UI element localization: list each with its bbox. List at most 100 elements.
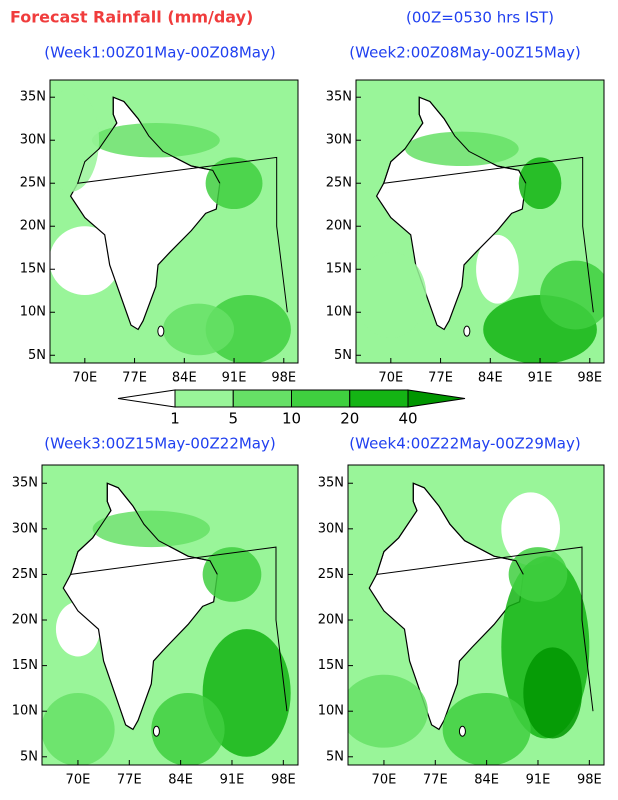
border [76, 96, 288, 313]
lat-tick-label: 25N [318, 567, 344, 582]
lon-tick-label: 84E [474, 773, 499, 788]
panel-title: (Week2:00Z08May-00Z15May) [349, 44, 580, 62]
colorbar-label: 10 [282, 410, 301, 428]
map-panel: (Week1:00Z01May-00Z08May) 70E 77E 84E 91E 98E… [20, 44, 299, 386]
lon-tick-label: 70E [378, 371, 403, 386]
panel-title: (Week3:00Z15May-00Z22May) [44, 435, 275, 453]
colorbar-box [232, 389, 292, 408]
lon-tick-label: 77E [117, 773, 142, 788]
lon-tick-label: 77E [122, 371, 147, 386]
colorbar-min [117, 389, 176, 408]
lat-tick-label: 20N [12, 613, 38, 628]
island [152, 725, 160, 737]
map-field [42, 465, 298, 765]
colorbar-label: 1 [170, 410, 180, 428]
lat-tick-label: 5N [326, 749, 344, 764]
lat-tick-label: 30N [12, 521, 38, 536]
map-panel: (Week4:00Z22May-00Z29May) 70E 77E 84E 91E 98E… [318, 435, 605, 788]
colorbar-label: 5 [228, 410, 238, 428]
lat-tick-label: 10N [326, 305, 352, 320]
lat-tick-label: 35N [12, 476, 38, 491]
rain-area [540, 260, 604, 330]
rain-area [162, 303, 235, 356]
lon-tick-label: 98E [577, 371, 602, 386]
lat-tick-label: 25N [12, 567, 38, 582]
lat-tick-label: 35N [326, 90, 352, 105]
rain-area [356, 252, 427, 339]
colorbar-box [174, 389, 234, 408]
rain-area [518, 157, 562, 210]
colorbar: 1 5 10 20 40 [117, 389, 466, 428]
rain-area [205, 295, 291, 363]
lon-tick-label: 70E [372, 773, 397, 788]
rain-area [508, 547, 568, 602]
lon-tick-label: 91E [220, 773, 245, 788]
lat-tick-label: 20N [20, 219, 46, 234]
dry-area [476, 234, 519, 304]
rain-area [205, 157, 263, 210]
rain-area [442, 692, 531, 765]
lat-tick-label: 30N [326, 133, 352, 148]
lat-tick-label: 15N [326, 262, 352, 277]
map-field [50, 80, 298, 363]
title: Forecast Rainfall (mm/day) [10, 8, 253, 27]
rain-area [523, 647, 582, 739]
border [69, 482, 288, 712]
map-panel: (Week3:00Z15May-00Z22May) 70E 77E 84E 91E 98E… [12, 435, 299, 788]
lon-tick-label: 91E [528, 371, 553, 386]
map-field [356, 80, 604, 363]
map-frame [347, 464, 605, 766]
map-field [348, 465, 604, 765]
lon-tick-label: 84E [168, 773, 193, 788]
panel-title: (Week1:00Z01May-00Z08May) [44, 44, 275, 62]
colorbar-box [291, 389, 351, 408]
rain-area [405, 131, 519, 167]
lon-tick-label: 98E [271, 371, 296, 386]
island [157, 325, 165, 337]
colorbar-max [407, 389, 466, 408]
lat-tick-label: 5N [334, 348, 352, 363]
lat-tick-label: 25N [326, 176, 352, 191]
rain-area [50, 88, 100, 192]
map-frame [49, 79, 299, 364]
colorbar-label: 20 [340, 410, 359, 428]
subtitle: (00Z=0530 hrs IST) [406, 9, 554, 27]
rain-area [42, 692, 115, 765]
map-frame [41, 464, 299, 766]
lat-tick-label: 5N [20, 749, 38, 764]
lat-tick-label: 20N [318, 613, 344, 628]
island [458, 725, 466, 737]
dry-area [501, 492, 560, 566]
lon-tick-label: 98E [271, 773, 296, 788]
map-frame [355, 79, 605, 364]
lon-tick-label: 77E [428, 371, 453, 386]
border [382, 96, 594, 313]
rain-area [202, 547, 262, 602]
dry-area [50, 226, 121, 296]
lat-tick-label: 10N [20, 305, 46, 320]
lat-tick-label: 30N [318, 521, 344, 536]
panel-title: (Week4:00Z22May-00Z29May) [349, 435, 580, 453]
lat-tick-label: 35N [318, 476, 344, 491]
colorbar-label: 40 [398, 410, 417, 428]
island [463, 325, 471, 337]
lat-tick-label: 10N [12, 704, 38, 719]
rain-area [348, 674, 428, 748]
lon-tick-label: 84E [478, 371, 503, 386]
lat-tick-label: 10N [318, 704, 344, 719]
lat-tick-label: 30N [20, 133, 46, 148]
lon-tick-label: 98E [577, 773, 602, 788]
lat-tick-label: 25N [20, 176, 46, 191]
lat-tick-label: 15N [318, 658, 344, 673]
lon-tick-label: 91E [526, 773, 551, 788]
rain-area [91, 123, 220, 158]
border [375, 482, 594, 712]
lat-tick-label: 20N [326, 219, 352, 234]
lon-tick-label: 70E [66, 773, 91, 788]
rain-area [92, 510, 210, 548]
rain-area [151, 692, 225, 765]
lat-tick-label: 15N [20, 262, 46, 277]
lon-tick-label: 77E [423, 773, 448, 788]
map-panel: (Week2:00Z08May-00Z15May) 70E 77E 84E 91E 98E… [326, 44, 605, 386]
